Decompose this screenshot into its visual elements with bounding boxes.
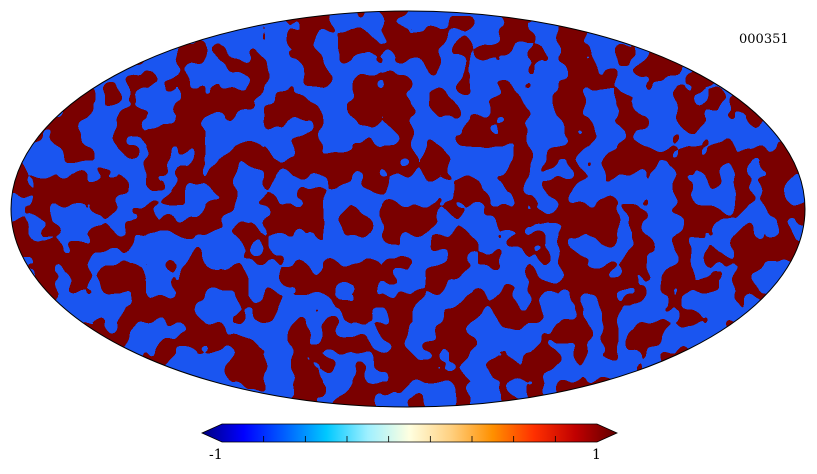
map-speckles (11, 11, 805, 407)
colorbar (201, 423, 618, 443)
colorbar-max-label: 1 (592, 447, 601, 463)
colorbar-min-label: -1 (209, 447, 223, 463)
mollweide-map (11, 11, 805, 407)
colorbar-ticks (263, 436, 556, 442)
map-outline (10, 10, 806, 408)
map-label: 000351 (739, 32, 789, 47)
